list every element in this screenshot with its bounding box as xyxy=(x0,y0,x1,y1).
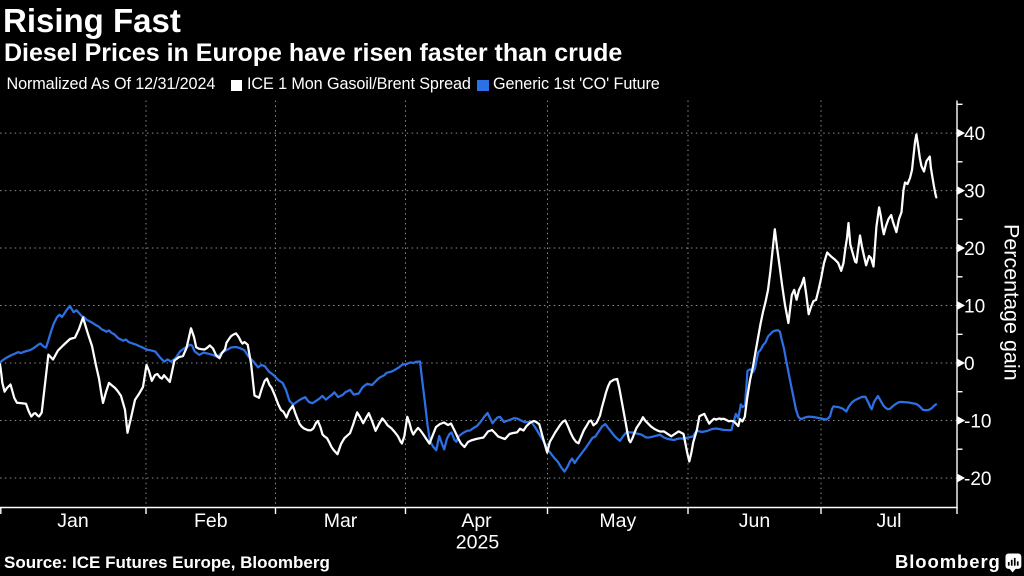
svg-text:Percentage gain: Percentage gain xyxy=(1000,224,1024,381)
svg-text:2025: 2025 xyxy=(456,531,500,553)
svg-text:10: 10 xyxy=(964,296,985,317)
svg-text:Mar: Mar xyxy=(324,510,358,532)
svg-text:30: 30 xyxy=(964,182,985,203)
svg-text:-10: -10 xyxy=(964,411,991,432)
svg-text:Jan: Jan xyxy=(57,510,88,532)
svg-text:-20: -20 xyxy=(964,469,991,490)
svg-text:20: 20 xyxy=(964,239,985,260)
svg-text:May: May xyxy=(599,510,636,532)
svg-text:0: 0 xyxy=(964,354,975,375)
svg-text:Jun: Jun xyxy=(739,510,770,532)
svg-text:40: 40 xyxy=(964,124,985,145)
svg-text:Apr: Apr xyxy=(461,510,492,532)
svg-text:Feb: Feb xyxy=(194,510,228,532)
svg-text:Jul: Jul xyxy=(877,510,902,532)
